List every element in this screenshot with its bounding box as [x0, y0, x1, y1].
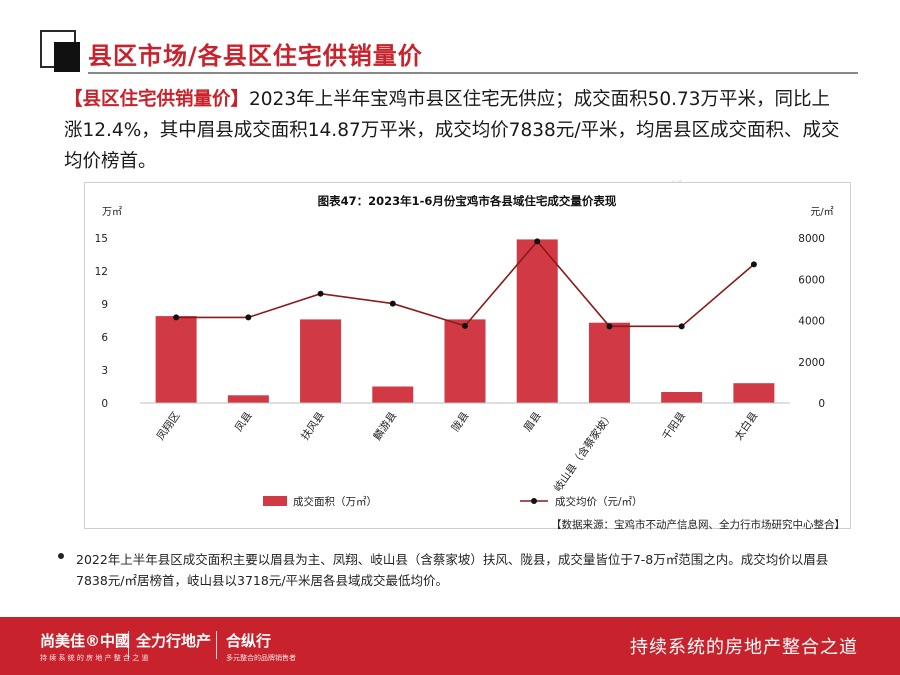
chart-title: 图表47：2023年1-6月份宝鸡市各县域住宅成交量价表现 [318, 194, 617, 208]
bar [733, 383, 775, 403]
data-source: 【数据来源：宝鸡市不动产信息网、全力行市场研究中心整合】 [551, 519, 845, 531]
summary-paragraph: 【县区住宅供销量价】2023年上半年宝鸡市县区住宅无供应；成交面积50.73万平… [64, 84, 844, 177]
bar [155, 316, 197, 403]
bar [516, 239, 558, 403]
right-axis-unit: 元/㎡ [810, 206, 833, 218]
footer-bar: 尚美佳®中國 持 续 系 统 的 房 地 产 整 合 之 道 全力行地产 合纵行… [0, 617, 900, 675]
legend-label-price: 成交均价（元/㎡） [555, 495, 643, 508]
price-point [606, 323, 613, 330]
bar [227, 395, 269, 403]
left-axis-unit: 万㎡ [102, 206, 122, 218]
price-point [389, 300, 396, 307]
right-tick-label: 4000 [798, 316, 825, 328]
note-bullet [58, 553, 64, 559]
bar [661, 392, 703, 403]
legend-swatch-bars [263, 496, 287, 506]
bar [588, 322, 630, 403]
right-tick-label: 6000 [798, 274, 825, 286]
footer-separator [128, 631, 129, 659]
category-label: 凤翔区 [154, 409, 183, 442]
right-tick-label: 2000 [798, 357, 825, 369]
price-point [245, 314, 252, 321]
category-label: 陇县 [449, 409, 472, 434]
left-tick-label: 0 [101, 398, 108, 410]
price-point [317, 290, 324, 297]
footer-brand-3: 合纵行 [226, 632, 272, 650]
category-label: 扶风县 [298, 409, 327, 442]
footer-brand-1-sub: 持 续 系 统 的 房 地 产 整 合 之 道 [40, 654, 149, 662]
price-point [678, 323, 685, 330]
right-tick-label: 8000 [798, 233, 825, 245]
legend-label-bars: 成交面积（万㎡） [293, 495, 377, 508]
category-label: 太白县 [732, 409, 761, 442]
left-tick-label: 12 [95, 266, 108, 278]
category-label: 凤县 [233, 410, 255, 434]
summary-highlight: 【县区住宅供销量价】 [64, 89, 250, 110]
category-label: 麟游县 [371, 409, 400, 442]
footer-slogan: 持续系统的房地产整合之道 [630, 637, 858, 658]
left-tick-label: 3 [101, 365, 108, 377]
left-tick-label: 9 [101, 299, 108, 311]
footer-brand-2: 全力行地产 [136, 632, 212, 650]
page-title: 县区市场/各县区住宅供销量价 [88, 42, 423, 70]
bar [372, 386, 414, 403]
category-label: 千阳县 [660, 410, 688, 443]
left-tick-label: 15 [95, 233, 108, 245]
note-text: 2022年上半年县区成交面积主要以眉县为主、凤翔、岐山县（含蔡家坡）扶风、陇县，… [76, 552, 829, 588]
price-point [173, 314, 180, 321]
category-label: 眉县 [522, 410, 544, 434]
left-tick-label: 6 [101, 332, 108, 344]
legend-marker-price [531, 498, 537, 504]
footer-brand-1: 尚美佳®中國 [40, 632, 131, 650]
footer-brand-3-sub: 多元整合的品牌销售者 [226, 654, 296, 662]
price-point [750, 261, 757, 268]
price-point [462, 322, 468, 329]
price-line [176, 240, 755, 328]
header-mark-block [54, 42, 80, 72]
price-point [534, 238, 541, 245]
right-tick-label: 0 [818, 398, 825, 410]
chart-container: 图表47：2023年1-6月份宝鸡市各县域住宅成交量价表现万㎡ 元/㎡ 0 3 6 9 12… [84, 182, 851, 529]
bar [300, 319, 342, 403]
header-divider [88, 72, 858, 74]
category-label: 岐山县（含蔡家坡） [551, 409, 616, 494]
summary-text: 2023年上半年宝鸡市县区住宅无供应；成交面积50.73万平米，同比上涨12.4… [64, 89, 840, 172]
bar [444, 319, 486, 403]
footer-separator [216, 631, 217, 659]
